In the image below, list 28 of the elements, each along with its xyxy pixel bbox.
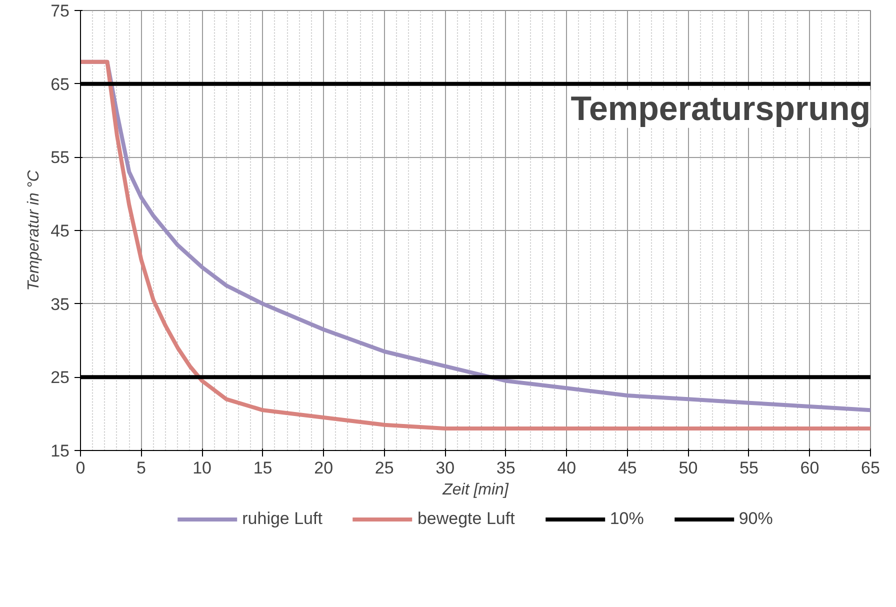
x-tick-label: 50: [678, 458, 698, 478]
x-tick-label: 30: [436, 458, 455, 478]
x-axis-title: Zeit [min]: [442, 482, 509, 498]
legend-label: 90%: [738, 509, 773, 529]
y-tick-label: 65: [50, 74, 70, 94]
y-axis-title: Temperatur in °C: [26, 170, 43, 291]
x-tick-label: 5: [136, 458, 146, 478]
x-tick-label: 15: [253, 458, 272, 478]
x-tick-label: 35: [496, 458, 516, 478]
legend-label: ruhige Luft: [242, 509, 322, 529]
x-tick-label: 0: [76, 458, 86, 478]
y-tick-label: 25: [50, 368, 70, 388]
x-tick-label: 55: [740, 458, 758, 478]
y-tick-label: 75: [50, 2, 70, 20]
x-tick-label: 10: [192, 458, 212, 478]
y-tick-label: 55: [50, 148, 70, 168]
annotation: Temperatursprung: [570, 90, 871, 128]
x-tick-label: 20: [314, 458, 334, 478]
x-tick-label: 65: [861, 458, 880, 478]
legend-label: 10%: [610, 509, 644, 529]
y-tick-label: 15: [50, 442, 70, 460]
x-tick-label: 25: [374, 458, 394, 478]
x-tick-label: 45: [618, 458, 637, 478]
legend-label: bewegte Luft: [417, 509, 515, 529]
y-tick-label: 45: [50, 222, 70, 240]
x-tick-label: 60: [800, 458, 820, 478]
x-tick-label: 40: [557, 458, 576, 478]
y-tick-label: 35: [50, 294, 70, 314]
